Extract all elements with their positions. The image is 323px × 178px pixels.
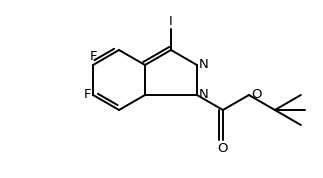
Text: N: N bbox=[199, 59, 209, 72]
Text: F: F bbox=[84, 88, 91, 101]
Text: F: F bbox=[89, 50, 97, 63]
Text: N: N bbox=[199, 88, 209, 101]
Text: O: O bbox=[251, 88, 261, 101]
Text: O: O bbox=[218, 142, 228, 155]
Text: I: I bbox=[169, 15, 173, 28]
